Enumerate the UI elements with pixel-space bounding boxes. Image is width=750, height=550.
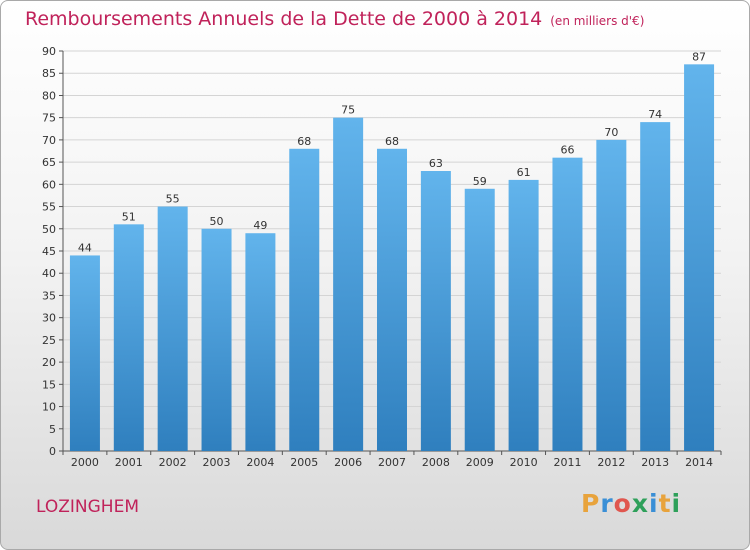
commune-name: LOZINGHEM (36, 497, 139, 517)
bar-2013 (640, 122, 671, 451)
value-label-2001: 51 (122, 210, 136, 223)
value-label-2008: 63 (429, 157, 443, 170)
y-tick-label: 85 (42, 67, 56, 80)
bars (69, 64, 715, 452)
value-label-2004: 49 (253, 219, 267, 232)
value-label-2006: 75 (341, 104, 355, 117)
y-tick-label: 15 (42, 378, 56, 391)
axes: 0 5 10 15 20 25 30 35 40 45 50 55 60 65 70 75 80 85 90 2000… (42, 45, 722, 469)
chart-unit: (en milliers d'€) (550, 14, 645, 28)
x-tick-label-2003: 2003 (203, 456, 231, 469)
value-label-2010: 61 (517, 166, 531, 179)
logo-letter: i (671, 489, 682, 518)
proxiti-logo: Proxiti (581, 489, 681, 518)
chart-title: Remboursements Annuels de la Dette de 20… (25, 8, 644, 30)
value-label-2003: 50 (210, 215, 224, 228)
bar-2001 (113, 224, 144, 451)
value-label-2012: 70 (604, 126, 618, 139)
logo-letter: o (613, 489, 632, 518)
x-tick-label-2012: 2012 (597, 456, 625, 469)
bar-2014 (684, 64, 715, 452)
y-tick-label: 90 (42, 45, 56, 58)
value-label-2005: 68 (297, 135, 311, 148)
x-tick-label-2008: 2008 (422, 456, 450, 469)
bar-2007 (377, 148, 407, 451)
bar-2010 (508, 179, 539, 451)
bar-2004 (245, 233, 276, 451)
chart-title-text: Remboursements Annuels de la Dette de 20… (25, 8, 543, 30)
x-tick-label-2002: 2002 (159, 456, 187, 469)
value-label-2009: 59 (473, 175, 487, 188)
x-tick-label-2009: 2009 (466, 456, 494, 469)
y-tick-label: 60 (42, 178, 56, 191)
y-tick-label: 80 (42, 89, 56, 102)
x-tick-label-2006: 2006 (334, 456, 362, 469)
y-tick-label: 10 (42, 401, 56, 414)
bar-2009 (464, 188, 495, 451)
y-tick-label: 30 (42, 312, 56, 325)
y-tick-label: 65 (42, 156, 56, 169)
value-label-2002: 55 (166, 193, 180, 206)
logo-letter: P (581, 489, 601, 518)
x-tick-label-2004: 2004 (246, 456, 274, 469)
y-tick-label: 0 (49, 445, 56, 458)
y-tick-label: 25 (42, 334, 56, 347)
y-tick-label: 20 (42, 356, 56, 369)
x-tick-label-2013: 2013 (641, 456, 669, 469)
logo-letter: i (649, 489, 659, 518)
x-tick-label-2005: 2005 (290, 456, 318, 469)
value-label-2013: 74 (648, 108, 662, 121)
x-tick-label-2011: 2011 (553, 456, 581, 469)
value-label-2000: 44 (78, 241, 92, 254)
y-tick-label: 5 (49, 423, 56, 436)
x-tick-label-2014: 2014 (685, 456, 713, 469)
y-tick-label: 40 (42, 267, 56, 280)
bar-2002 (157, 206, 188, 451)
y-tick-label: 35 (42, 289, 56, 302)
value-label-2011: 66 (560, 144, 574, 157)
x-tick-label-2007: 2007 (378, 456, 406, 469)
bar-2012 (596, 139, 627, 451)
bar-2011 (552, 157, 583, 451)
bar-2005 (289, 148, 320, 451)
value-label-2007: 68 (385, 135, 399, 148)
y-tick-label: 70 (42, 134, 56, 147)
logo-letter: x (631, 489, 649, 518)
y-tick-label: 50 (42, 223, 56, 236)
bar-2003 (201, 228, 232, 451)
value-labels: 44 51 55 50 49 68 75 68 63 59 61 66 70 74 87 (78, 50, 706, 254)
bar-2006 (333, 117, 364, 452)
logo-letter: t (658, 489, 672, 518)
x-tick-label-2001: 2001 (115, 456, 143, 469)
logo-letter: r (600, 489, 614, 518)
bar-2008 (420, 171, 451, 451)
value-label-2014: 87 (692, 50, 706, 63)
x-tick-label-2000: 2000 (71, 456, 99, 469)
y-tick-label: 55 (42, 201, 56, 214)
x-tick-label-2010: 2010 (510, 456, 538, 469)
y-tick-label: 45 (42, 245, 56, 258)
bar-2000 (69, 255, 100, 451)
y-tick-label: 75 (42, 112, 56, 125)
